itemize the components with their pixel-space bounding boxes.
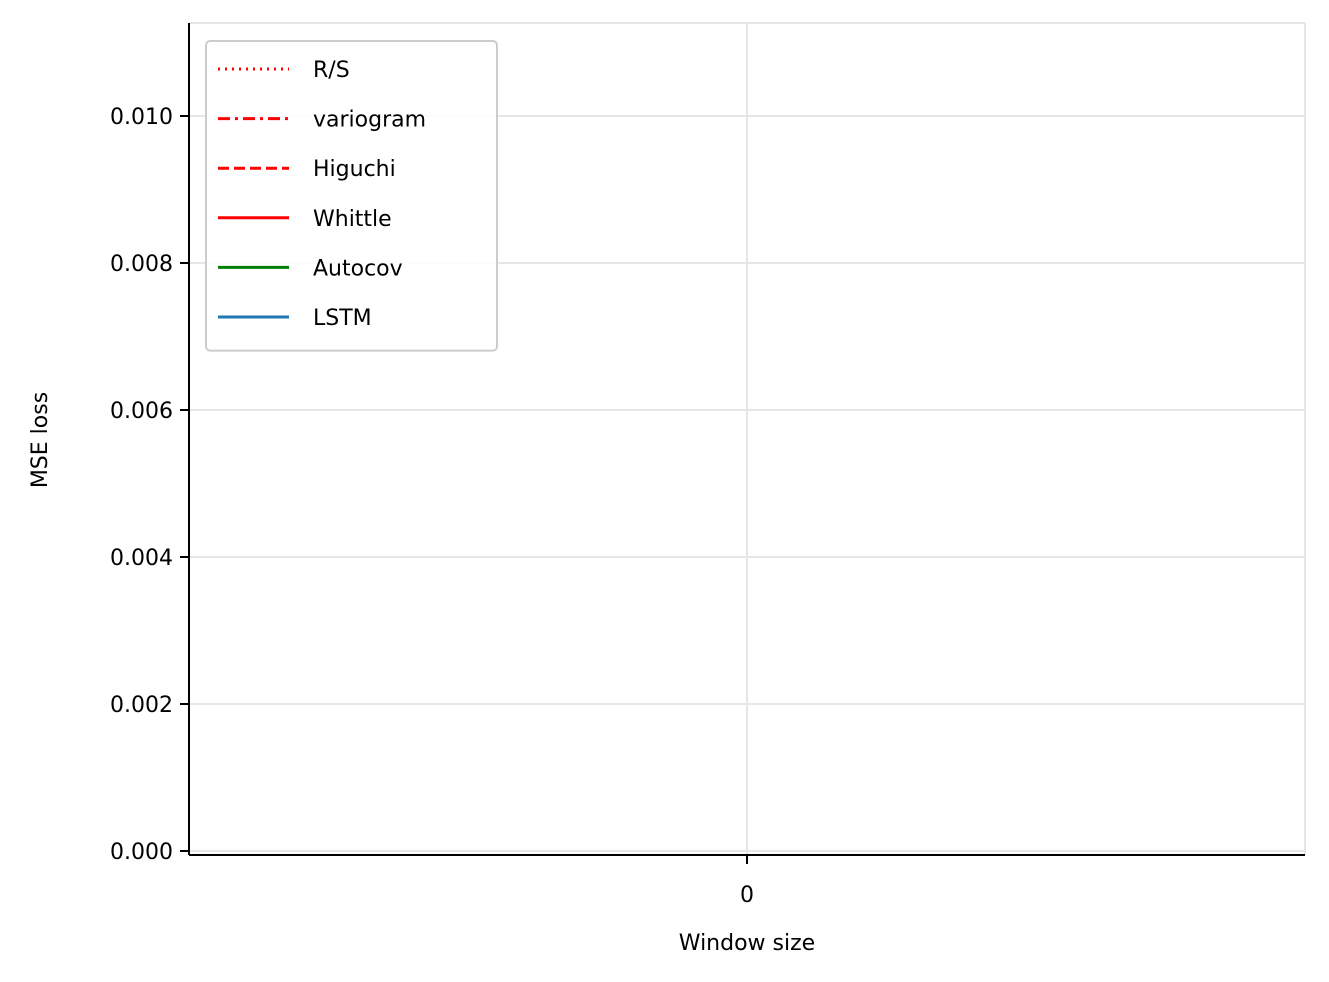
- legend-label: LSTM: [313, 306, 372, 331]
- legend-label: variogram: [313, 108, 426, 133]
- legend-label: Whittle: [313, 207, 392, 232]
- y-tick-label: 0.008: [110, 252, 173, 277]
- legend-box: [205, 40, 498, 352]
- y-tick-label: 0.006: [110, 399, 173, 424]
- legend-label: Autocov: [313, 256, 403, 281]
- legend-label: Higuchi: [313, 157, 396, 182]
- y-tick-label: 0.000: [110, 840, 173, 865]
- tick-labels: 0.000 0.002 0.004 0.006 0.008 0.010 0: [110, 105, 754, 908]
- x-tick-label: 0: [740, 883, 754, 908]
- y-tick-label: 0.004: [110, 546, 173, 571]
- y-tick-label: 0.002: [110, 693, 173, 718]
- y-axis-label: MSE loss: [28, 392, 53, 488]
- legend: R/S variogram Higuchi Whittle Autocov LSTM: [205, 40, 498, 352]
- x-axis-label: Window size: [679, 931, 815, 956]
- legend-label: R/S: [313, 58, 350, 83]
- y-tick-label: 0.010: [110, 105, 173, 130]
